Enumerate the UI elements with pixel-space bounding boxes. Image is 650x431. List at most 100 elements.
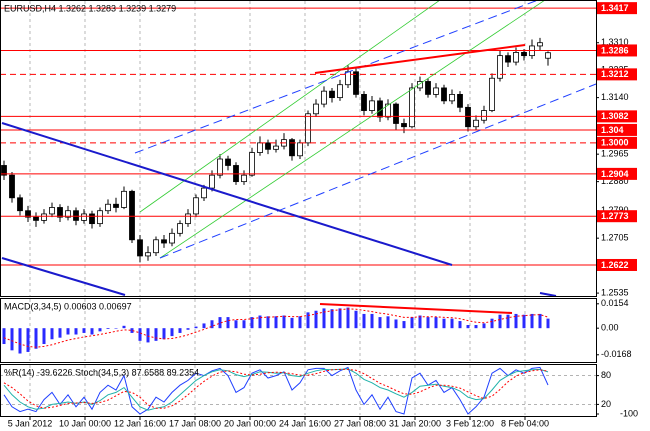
level-label-bg <box>597 44 637 57</box>
macd-bar <box>154 328 158 341</box>
macd-bar <box>122 325 126 329</box>
macd-bar <box>106 328 110 329</box>
candle-body <box>537 42 543 47</box>
macd-bar <box>538 313 542 329</box>
candle-body <box>321 90 327 105</box>
macd-bar <box>34 328 38 349</box>
macd-bar <box>546 318 550 329</box>
level-label: 1.3082 <box>601 111 629 121</box>
x-tick-label: 3 Feb 12:00 <box>446 418 494 428</box>
macd-bar <box>290 317 294 329</box>
macd-bar <box>162 328 166 340</box>
level-label-bg <box>597 210 637 223</box>
macd-bar <box>234 320 238 329</box>
macd-bar <box>450 318 454 329</box>
macd-bar <box>506 314 510 329</box>
drawing-objects <box>1 0 597 314</box>
level-label-bg <box>597 258 637 271</box>
candle-body <box>129 190 135 241</box>
macd-bar <box>258 315 262 329</box>
macd-bar <box>522 314 526 329</box>
candle-body <box>497 55 503 79</box>
macd-bar <box>378 317 382 329</box>
candle-body <box>113 203 119 208</box>
candle-body <box>433 87 439 95</box>
macd-bar <box>202 323 206 329</box>
candle-body <box>521 52 527 57</box>
y-tick-label: 1.2705 <box>601 233 629 243</box>
candle-body <box>161 239 167 244</box>
y-tick-label: 80 <box>601 370 611 380</box>
macd-bar <box>394 319 398 329</box>
candle-body <box>353 71 359 95</box>
main-frame <box>0 0 597 297</box>
candle-body <box>385 103 391 118</box>
y-tick-label: 1.2790 <box>601 205 629 215</box>
level-label: 1.3212 <box>601 69 629 79</box>
y-tick-label: 1.2535 <box>601 287 629 297</box>
candle-body <box>345 71 351 86</box>
x-tick-label: 5 Jan 2012 <box>8 418 53 428</box>
oscillator-frame <box>0 364 597 417</box>
y-tick-label: 1.2965 <box>601 149 629 159</box>
macd-bar <box>42 328 46 345</box>
macd-bar <box>306 312 310 329</box>
y-tick-label: 20 <box>601 399 611 409</box>
y-tick-label: 0.00 <box>601 323 619 333</box>
macd-bar <box>466 325 470 329</box>
candle-body <box>17 197 23 212</box>
candle-body <box>217 158 223 176</box>
macd-bar <box>58 328 62 338</box>
x-tick-label: 12 Jan 16:00 <box>114 418 166 428</box>
level-label: 1.3417 <box>601 3 629 13</box>
macd-bar <box>2 328 6 345</box>
candle-body <box>9 174 15 199</box>
candle-body <box>249 152 255 176</box>
candle-body <box>513 52 519 63</box>
trend-line-blue <box>539 292 557 297</box>
trend-line-blue <box>1 122 453 266</box>
macd-bar <box>402 321 406 329</box>
macd-bar <box>226 317 230 329</box>
macd-bar <box>266 316 270 329</box>
macd-bar <box>354 310 358 329</box>
macd-bar <box>386 316 390 329</box>
x-tick-label: 8 Feb 04:00 <box>501 418 549 428</box>
macd-bar <box>194 326 198 329</box>
panel-title: MACD(3,34,5) 0.00603 0.00697 <box>4 301 132 311</box>
candle-body <box>449 94 455 102</box>
candle-body <box>65 210 71 218</box>
candle-body <box>241 174 247 183</box>
candle-body <box>25 210 31 218</box>
divergence-line <box>319 303 513 314</box>
candle-body <box>465 106 471 128</box>
macd-bar <box>474 325 478 329</box>
candle-body <box>313 103 319 115</box>
candle-body <box>201 187 207 199</box>
candle-body <box>457 94 463 108</box>
candle-body <box>33 216 39 221</box>
level-label: 1.3000 <box>601 138 629 148</box>
macd-bar <box>346 307 350 329</box>
y-tick-label: 1.3310 <box>601 37 629 47</box>
candle-body <box>369 100 375 111</box>
y-tick-label: 1.2880 <box>601 176 629 186</box>
candle-body <box>73 210 79 221</box>
macd-bar <box>170 328 174 337</box>
candle-body <box>185 213 191 225</box>
macd-bar <box>82 328 86 333</box>
candle-body <box>153 239 159 254</box>
candle-body <box>441 87 447 102</box>
macd-bar <box>26 328 30 352</box>
level-label-bg <box>597 110 637 123</box>
macd-bar <box>498 314 502 329</box>
macd-bar <box>426 317 430 329</box>
macd-bar <box>314 310 318 329</box>
macd-bar <box>186 328 190 330</box>
candle-body <box>89 213 95 225</box>
macd-bar <box>74 328 78 335</box>
channel-line-dashed <box>134 0 539 154</box>
candle-body <box>505 55 511 63</box>
candle-body <box>209 174 215 189</box>
x-tick-label: 27 Jan 08:00 <box>334 418 386 428</box>
